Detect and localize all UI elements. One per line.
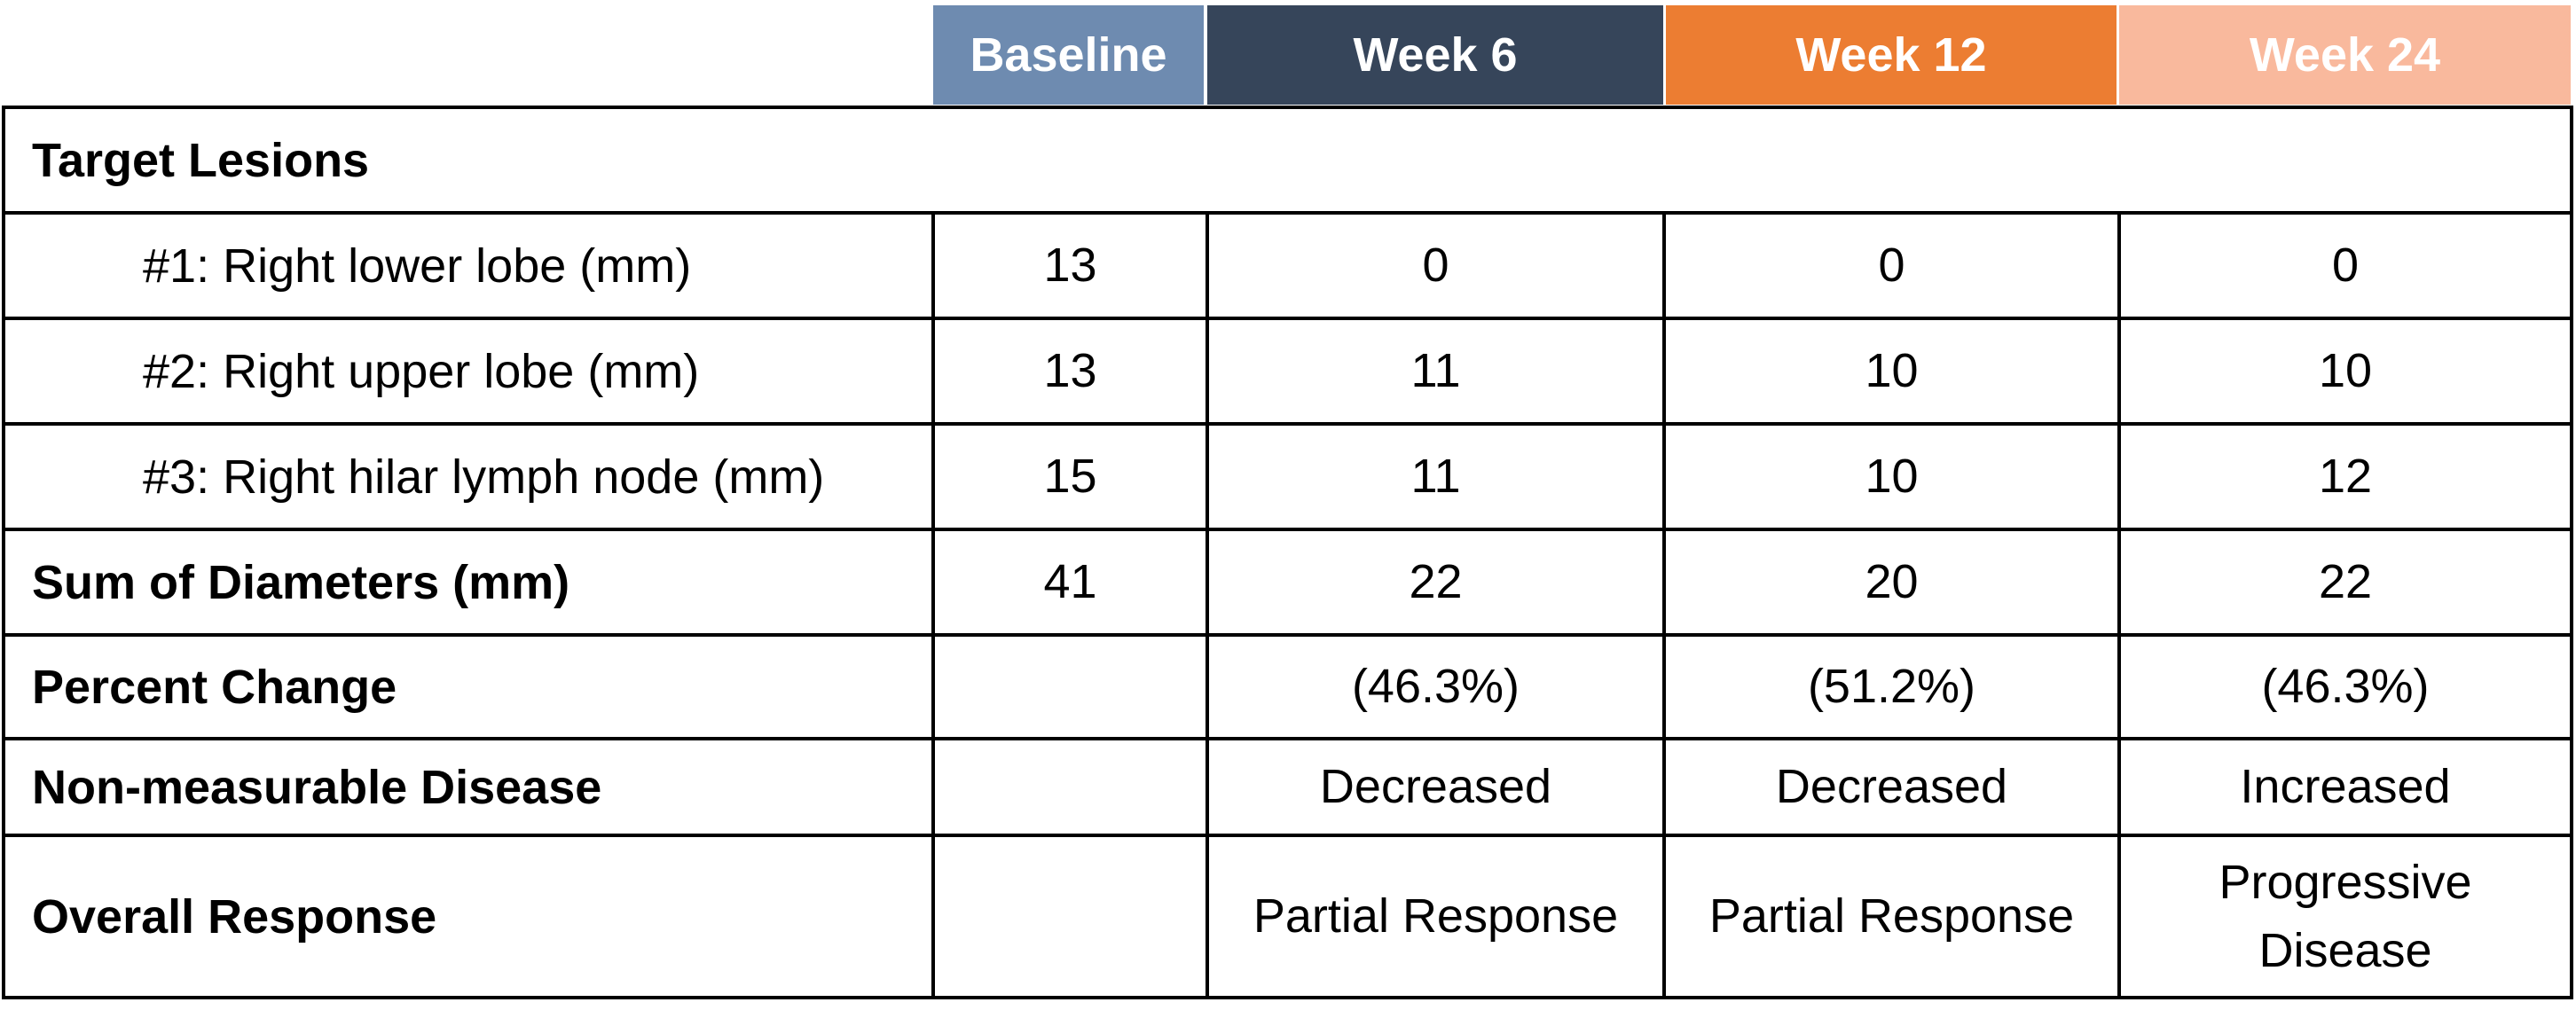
row-label-sum-of-diameters: Sum of Diameters (mm)	[32, 555, 570, 609]
cell-lesion-1-baseline: 13	[1043, 239, 1097, 293]
column-divider	[931, 211, 935, 996]
row-label-lesion-3: #3: Right hilar lymph node (mm)	[143, 450, 825, 504]
row-divider	[5, 633, 2570, 637]
cell-sum-week-12: 20	[1865, 555, 1919, 609]
column-divider	[1662, 211, 1666, 996]
cell-sum-baseline: 41	[1043, 555, 1097, 609]
row-divider	[5, 422, 2570, 426]
cell-lesion-2-baseline: 13	[1043, 344, 1097, 398]
cell-overall-week-12: Partial Response	[1708, 889, 2075, 944]
cell-lesion-2-week-6: 11	[1410, 344, 1461, 398]
tumor-response-table: Target Lesions #1: Right lower lobe (mm)…	[2, 106, 2573, 999]
header-week-6: Week 6	[1207, 5, 1663, 105]
cell-lesion-3-baseline: 15	[1043, 450, 1097, 504]
cell-lesion-3-week-24: 12	[2318, 450, 2373, 504]
row-label-lesion-1: #1: Right lower lobe (mm)	[143, 239, 692, 293]
cell-percent-week-6: (46.3%)	[1351, 660, 1520, 714]
row-divider	[5, 528, 2570, 531]
cell-sum-week-24: 22	[2318, 555, 2373, 609]
row-divider	[5, 834, 2570, 837]
cell-overall-week-24: Progressive Disease	[2219, 855, 2472, 977]
cell-lesion-3-week-12: 10	[1865, 450, 1919, 504]
row-label-percent-change: Percent Change	[32, 660, 397, 714]
cell-lesion-3-week-6: 11	[1410, 450, 1461, 504]
cell-nonmeasurable-week-24: Increased	[2240, 760, 2451, 814]
cell-overall-week-6: Partial Response	[1253, 889, 1619, 944]
row-label-lesion-2: #2: Right upper lobe (mm)	[143, 344, 700, 398]
cell-nonmeasurable-baseline	[935, 740, 1206, 834]
cell-lesion-1-week-6: 0	[1422, 239, 1449, 293]
header-week-12: Week 12	[1666, 5, 2117, 105]
cell-lesion-1-week-24: 0	[2331, 239, 2360, 293]
cell-lesion-1-week-12: 0	[1878, 239, 1905, 293]
cell-nonmeasurable-week-12: Decreased	[1775, 760, 2008, 814]
row-label-overall-response: Overall Response	[32, 889, 437, 944]
section-title-target-lesions: Target Lesions	[32, 133, 370, 187]
cell-nonmeasurable-week-6: Decreased	[1319, 760, 1552, 814]
row-divider	[5, 211, 2570, 215]
row-divider	[5, 737, 2570, 740]
column-divider	[1206, 211, 1209, 996]
cell-overall-baseline	[935, 837, 1206, 996]
cell-percent-baseline	[935, 637, 1206, 737]
header-week-24: Week 24	[2119, 5, 2571, 105]
cell-percent-week-12: (51.2%)	[1807, 660, 1976, 714]
cell-lesion-2-week-24: 10	[2318, 344, 2373, 398]
header-baseline: Baseline	[933, 5, 1204, 105]
row-divider	[5, 317, 2570, 320]
row-label-non-measurable-disease: Non-measurable Disease	[32, 760, 602, 814]
column-divider	[2117, 211, 2121, 996]
cell-sum-week-6: 22	[1409, 555, 1463, 609]
cell-percent-week-24: (46.3%)	[2261, 660, 2430, 714]
cell-lesion-2-week-12: 10	[1865, 344, 1919, 398]
